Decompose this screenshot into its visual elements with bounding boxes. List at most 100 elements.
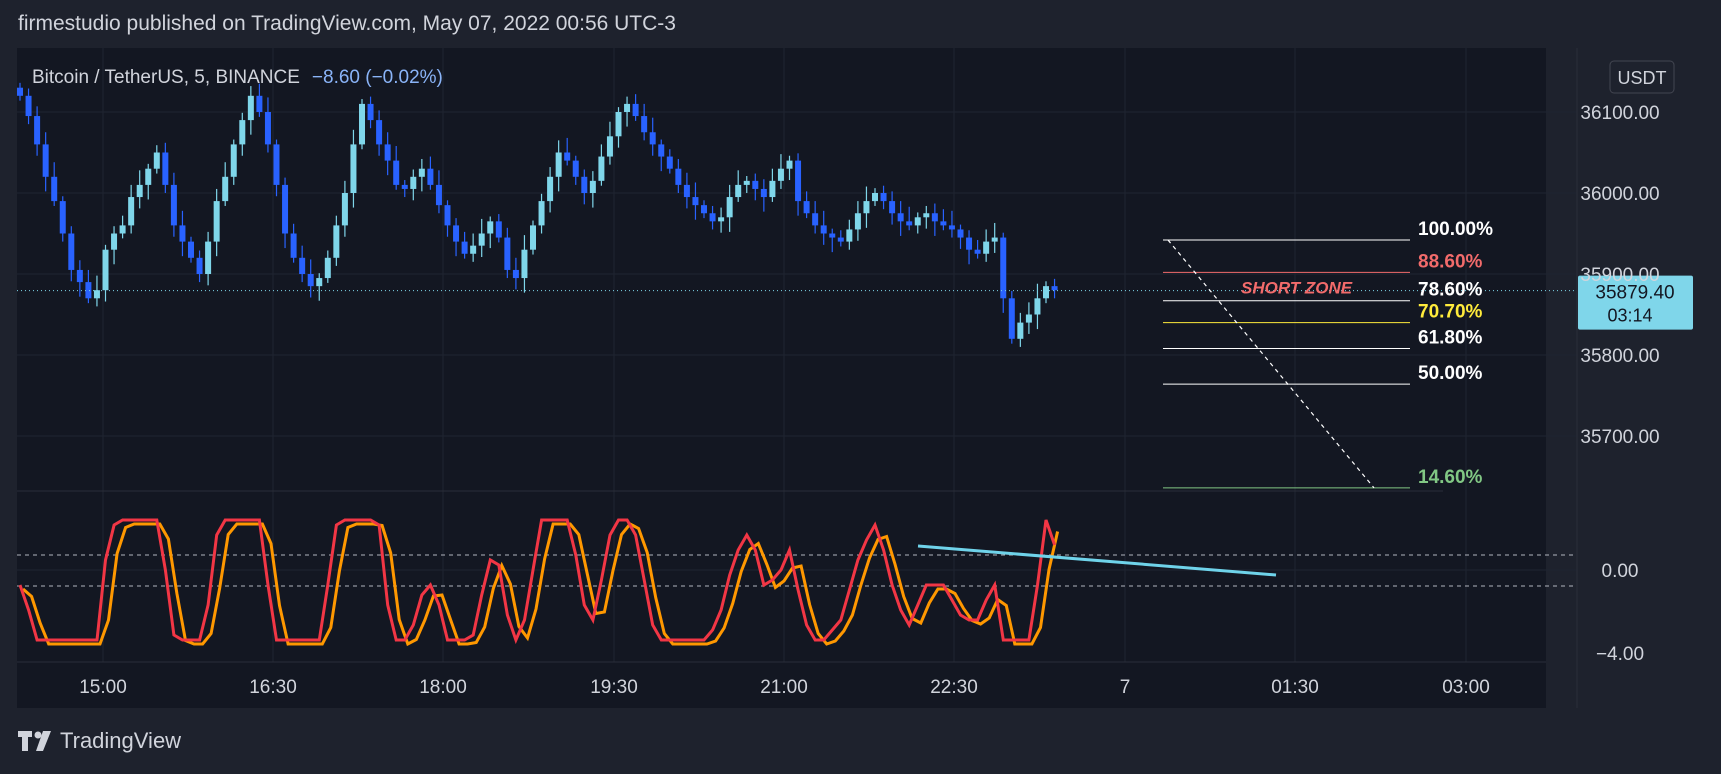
price-tick-label: 35700.00 — [1580, 427, 1659, 448]
candle-body — [1025, 314, 1032, 323]
candle-body — [692, 197, 699, 206]
candle-body — [760, 188, 767, 198]
candle-body — [983, 241, 990, 254]
oscillator-pane — [17, 518, 1577, 647]
brand-footer[interactable]: TradingView — [18, 728, 181, 754]
candle-body — [470, 245, 477, 254]
candle-body — [290, 233, 297, 258]
divergence-trendline — [917, 544, 1277, 577]
chart-pane-background — [17, 48, 1443, 708]
candle-body — [547, 176, 554, 202]
candle-body — [333, 225, 340, 258]
candle-body — [615, 112, 622, 137]
oscillator-tick-label: 0.00 — [1602, 561, 1639, 582]
currency-badge[interactable]: USDT — [1609, 60, 1675, 94]
candle-body — [812, 213, 819, 226]
candle-body — [222, 176, 229, 202]
candle-body — [410, 176, 417, 189]
candle-body — [777, 168, 784, 181]
candle-body — [1008, 298, 1015, 339]
symbol-exchange: BINANCE — [215, 67, 299, 88]
candle-body — [307, 274, 314, 287]
candle-body — [769, 180, 776, 198]
brand-name: TradingView — [60, 728, 182, 753]
candle-body — [145, 168, 152, 185]
candle-body — [341, 193, 348, 226]
candle-body — [1000, 237, 1007, 299]
candle-body — [299, 257, 306, 274]
candle-body — [846, 229, 853, 242]
candle-body — [136, 184, 143, 198]
candle-body — [701, 205, 707, 214]
symbol-interval: 5 — [194, 67, 205, 88]
candle-body — [76, 269, 83, 283]
candle-body — [923, 213, 930, 218]
candle-body — [188, 241, 194, 258]
candle-body — [153, 152, 160, 169]
fib-level-label: 14.60% — [1418, 467, 1483, 488]
candle-body — [991, 237, 998, 242]
candle-body — [367, 103, 374, 121]
candle-body — [350, 144, 357, 193]
candle-body — [282, 184, 289, 234]
fibonacci-retracement[interactable]: 100.00% 88.60% 78.60%70.70% 61.80% 50.00% 14.… — [1163, 219, 1493, 489]
candle-body — [683, 184, 690, 198]
oscillator-tick-label: −4.00 — [1596, 644, 1644, 665]
candle-body — [93, 290, 100, 299]
candle-body — [641, 116, 648, 133]
candle-body — [786, 160, 793, 169]
candle-body — [803, 201, 810, 214]
candle-body — [384, 144, 391, 161]
candle-body — [17, 87, 23, 96]
candle-body — [966, 237, 973, 250]
candle-body — [795, 160, 802, 202]
publisher-header: firmestudio published on TradingView.com… — [18, 12, 676, 35]
fib-level-label: 78.60% — [1418, 280, 1483, 301]
candle-body — [948, 225, 955, 230]
axes: 36100.00 36000.00 35900.00 35800.00 35700.00… — [79, 103, 1659, 698]
candle-body — [401, 184, 408, 189]
candle-body — [128, 197, 135, 226]
candle-body — [376, 120, 383, 145]
time-tick-label: 19:30 — [590, 677, 638, 698]
time-tick-label: 18:00 — [419, 677, 467, 698]
candle-body — [872, 193, 878, 202]
candle-body — [427, 168, 434, 185]
candle-body — [504, 237, 511, 270]
candle-body — [863, 201, 870, 214]
candle-body — [940, 221, 947, 226]
fib-level-label: 61.80% — [1418, 328, 1483, 349]
candle-body — [213, 201, 220, 242]
tradingview-logo-icon — [18, 731, 51, 751]
candle-body — [495, 221, 502, 238]
candle-body — [162, 152, 169, 185]
time-tick-label: 7 — [1120, 677, 1131, 698]
price-scale-background — [1443, 48, 1546, 708]
candle-body — [906, 221, 913, 226]
symbol-title: Bitcoin / TetherUS, 5, BINANCE −8.60 (−0.… — [32, 67, 443, 88]
candle-body — [743, 180, 750, 185]
price-tick-label: 35800.00 — [1580, 346, 1659, 367]
fib-level-label: 50.00% — [1418, 363, 1483, 384]
candle-body — [675, 168, 682, 185]
candle-body — [487, 221, 494, 234]
candle-body — [658, 144, 665, 157]
fib-trend-line — [1167, 239, 1375, 489]
candle-body — [752, 180, 759, 189]
candle-body — [820, 225, 827, 234]
candle-body — [726, 197, 733, 218]
time-tick-label: 01:30 — [1271, 677, 1319, 698]
symbol-name: Bitcoin / TetherUS — [32, 67, 184, 88]
time-tick-label: 03:00 — [1442, 677, 1490, 698]
candle-body — [854, 213, 861, 230]
candle-body — [393, 160, 400, 185]
candle-body — [239, 120, 246, 145]
candle-body — [68, 233, 75, 270]
candle-body — [264, 112, 271, 145]
time-tick-label: 15:00 — [79, 677, 127, 698]
time-tick-label: 21:00 — [760, 677, 808, 698]
fib-level-label: 88.60% — [1418, 251, 1483, 272]
candle-body — [897, 213, 904, 222]
